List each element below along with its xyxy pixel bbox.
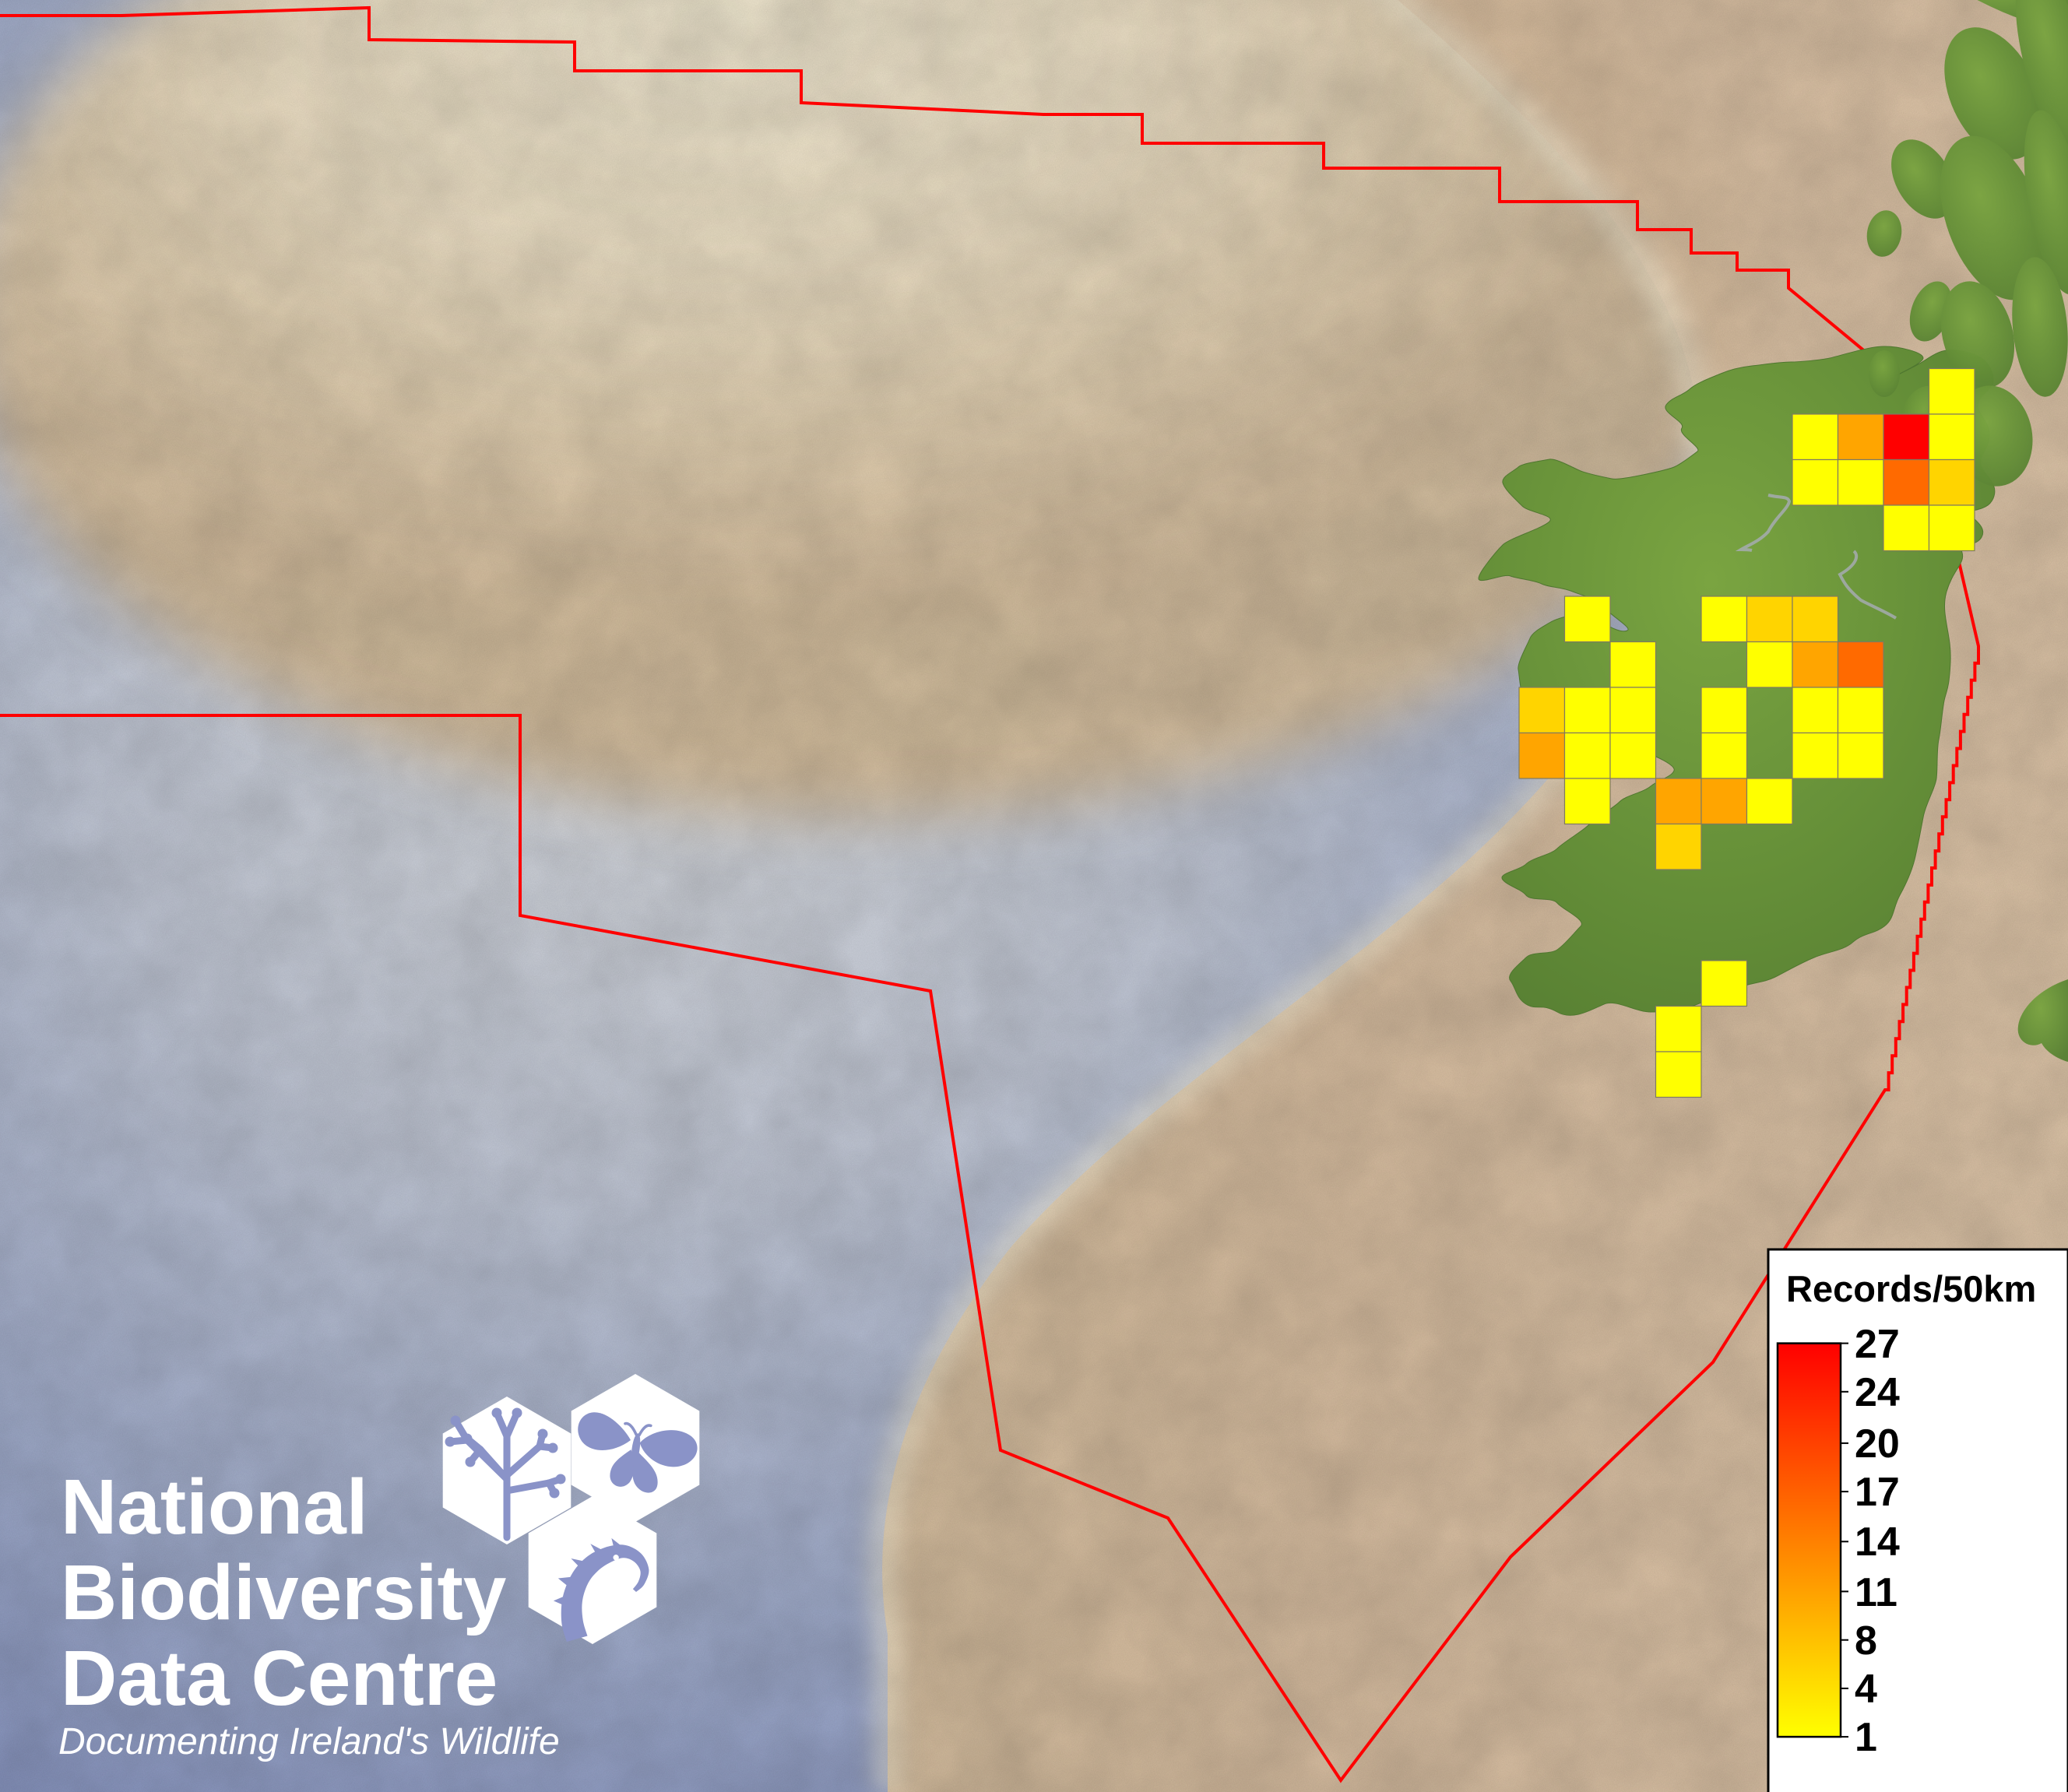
svg-text:8: 8 bbox=[1855, 1618, 1877, 1664]
svg-text:Biodiversity: Biodiversity bbox=[61, 1549, 507, 1636]
svg-text:4: 4 bbox=[1855, 1667, 1877, 1712]
svg-text:11: 11 bbox=[1855, 1570, 1897, 1615]
svg-text:27: 27 bbox=[1855, 1322, 1900, 1367]
svg-text:1: 1 bbox=[1855, 1715, 1877, 1760]
svg-text:Records/50km: Records/50km bbox=[1786, 1268, 2036, 1309]
svg-text:Data Centre: Data Centre bbox=[61, 1635, 498, 1722]
svg-text:20: 20 bbox=[1855, 1421, 1900, 1467]
svg-text:Documenting Ireland's Wildlife: Documenting Ireland's Wildlife bbox=[58, 1721, 560, 1762]
svg-text:24: 24 bbox=[1855, 1370, 1900, 1415]
svg-text:14: 14 bbox=[1855, 1520, 1900, 1565]
svg-text:17: 17 bbox=[1855, 1470, 1900, 1515]
svg-text:National: National bbox=[61, 1463, 368, 1551]
